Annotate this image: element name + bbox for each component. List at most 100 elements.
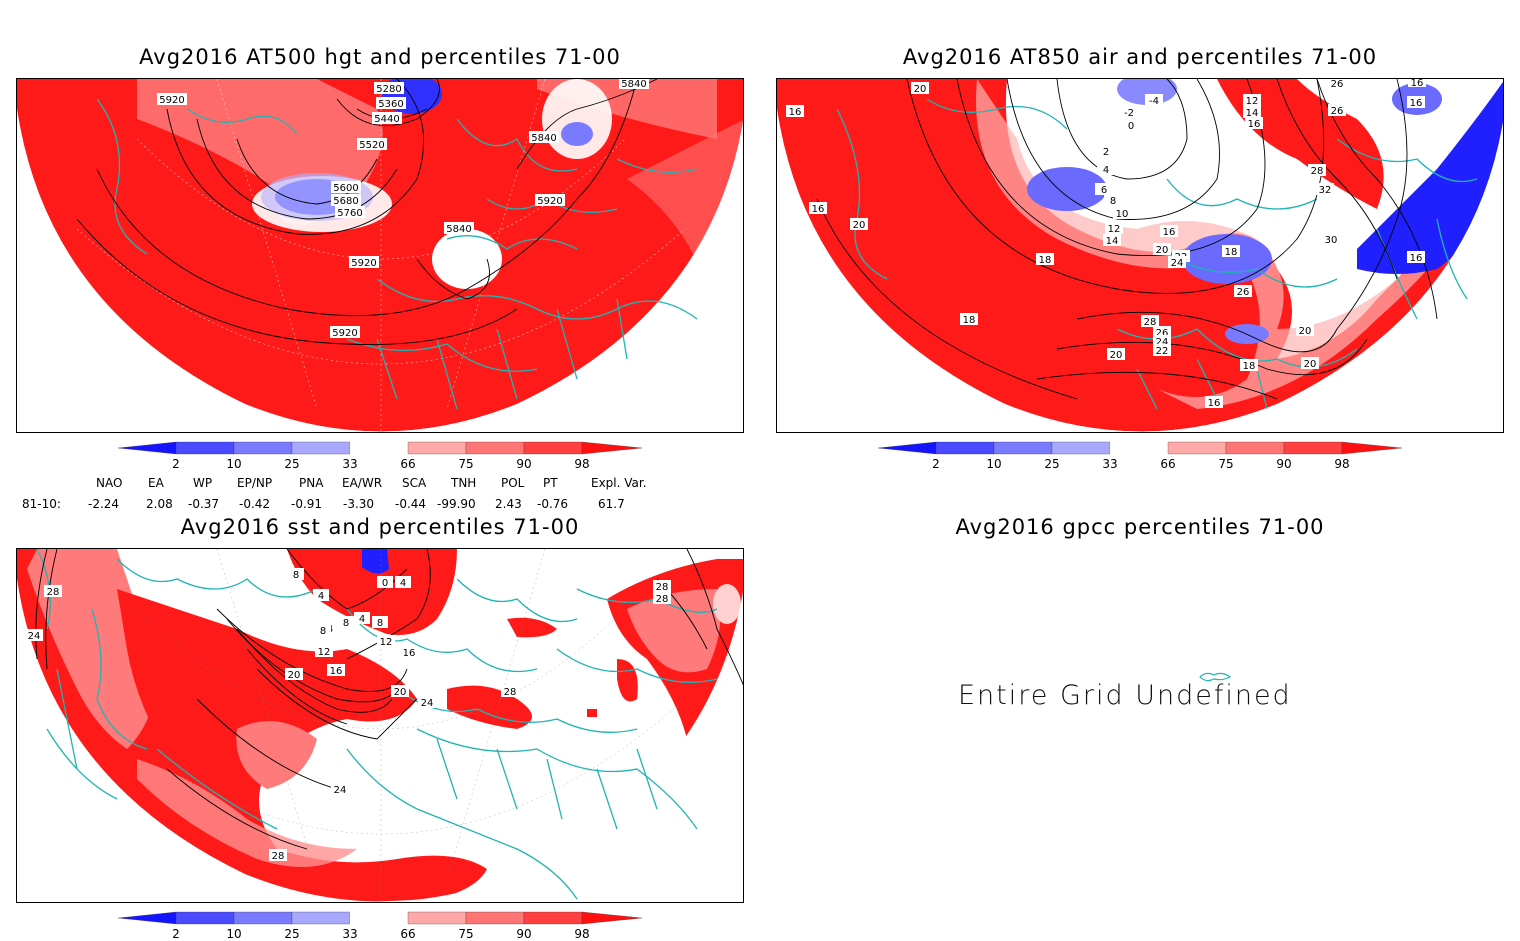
clabel-5920-b: 5920 <box>351 258 376 269</box>
colorbar-segment <box>176 912 234 924</box>
colorbar-hgt: 2 10 25 33 66 75 90 98 <box>118 440 642 474</box>
tiny-coast-mark <box>1196 667 1236 687</box>
idx-row-label: 81-10: <box>22 497 61 511</box>
idx-h-pol: POL <box>501 476 524 490</box>
clabel-20: 20 <box>914 84 927 95</box>
colorbar-label-98: 98 <box>574 457 589 471</box>
clabel-24-sst-b: 24 <box>421 698 434 709</box>
clabel-16-b: 16 <box>812 204 825 215</box>
colorbar-label-33: 33 <box>1102 457 1117 471</box>
colorbar-segment <box>408 912 466 924</box>
colorbar-label-2: 2 <box>172 457 180 471</box>
clabel-16-c: 16 <box>1163 227 1176 238</box>
clabel-28-sst: 28 <box>47 587 60 598</box>
clabel-5840-b: 5840 <box>446 224 471 235</box>
clabel-14: 14 <box>1106 236 1119 247</box>
idx-h-eawr: EA/WR <box>342 476 382 490</box>
idx-v-pt: -0.76 <box>537 497 568 511</box>
clabel-10: 10 <box>1116 209 1129 220</box>
colorbar-segment <box>350 912 408 924</box>
clabel-5920-c: 5920 <box>537 196 562 207</box>
undefined-grid-message: Entire Grid Undefined <box>958 680 1292 711</box>
sst-map-svg: 28 24 8 4 4 0 4 8 8 4 8 12 12 16 16 20 2… <box>17 549 744 903</box>
clabel-5440: 5440 <box>374 114 399 125</box>
clabel-18-d: 18 <box>1243 361 1256 372</box>
colorbar-segment <box>1284 442 1342 454</box>
clabel-20-c: 20 <box>1156 245 1169 256</box>
colorbar-label-2: 2 <box>932 457 940 471</box>
colorbar-segment <box>1342 442 1402 454</box>
colorbar-label-33: 33 <box>342 457 357 471</box>
clabel-20-sst-b: 20 <box>394 687 407 698</box>
colorbar-segment <box>176 442 234 454</box>
idx-v-tnh: -99.90 <box>437 497 476 511</box>
med-red <box>447 686 532 729</box>
clabel-18: 18 <box>1039 255 1052 266</box>
clabel-5920-d: 5920 <box>332 328 357 339</box>
clabel-16-h: 16 <box>1411 79 1424 89</box>
clabel-8-sst-b: 8 <box>343 618 349 629</box>
map-panel-sst: 28 24 8 4 4 0 4 8 8 4 8 12 12 16 16 20 2… <box>16 548 744 903</box>
idx-v-pol: 2.43 <box>495 497 522 511</box>
idx-h-pt: PT <box>543 476 558 490</box>
clabel-24: 24 <box>1171 258 1184 269</box>
clabel-16-d: 16 <box>1208 398 1221 409</box>
clabel-16-e: 16 <box>1410 253 1423 264</box>
clabel-22-b: 22 <box>1156 346 1169 357</box>
colorbar-segment <box>234 442 292 454</box>
colorbar-label-25: 25 <box>284 927 299 941</box>
blue-spot <box>362 549 389 574</box>
clabel-28-sst-c: 28 <box>272 851 285 862</box>
clabel-5680: 5680 <box>333 196 358 207</box>
colorbar-label-90: 90 <box>1276 457 1291 471</box>
clabel-20-d: 20 <box>1110 350 1123 361</box>
idx-v-ea: 2.08 <box>146 497 173 511</box>
idx-h-tnh: TNH <box>451 476 476 490</box>
clabel-5760: 5760 <box>337 208 362 219</box>
colorbar-label-10: 10 <box>986 457 1001 471</box>
idx-v-sca: -0.44 <box>395 497 426 511</box>
clabel-m4: -4 <box>1149 96 1159 107</box>
clabel-20-sst: 20 <box>288 670 301 681</box>
colorbar-segment <box>878 442 936 454</box>
clabel-m2: -2 <box>1124 108 1134 119</box>
colorbar-label-25: 25 <box>1044 457 1059 471</box>
clabel-28-sst-e: 28 <box>656 594 669 605</box>
clabel-18-b: 18 <box>1225 247 1238 258</box>
idx-h-ea: EA <box>148 476 164 490</box>
white-patch-med <box>432 229 502 289</box>
colorbar-segment <box>1226 442 1284 454</box>
colorbar-segment <box>466 912 524 924</box>
map-panel-hgt: 5280 5360 5440 5520 5600 5680 5760 5840 … <box>16 78 744 433</box>
colorbar-air: 2 10 25 33 66 75 90 98 <box>878 440 1402 474</box>
colorbar-segment <box>524 442 582 454</box>
clabel-20-b: 20 <box>853 220 866 231</box>
clabel-16-sst-b: 16 <box>330 666 343 677</box>
blue-patch-north <box>561 122 593 146</box>
colorbar-segment <box>524 912 582 924</box>
clabel-12-sst-b: 12 <box>318 647 331 658</box>
clabel-16-f: 16 <box>1410 98 1423 109</box>
clabel-0-sst: 0 <box>382 578 388 589</box>
clabel-28-b: 28 <box>1311 166 1324 177</box>
clabel-0: 0 <box>1128 121 1134 132</box>
colorbar-segment <box>994 442 1052 454</box>
idx-h-epnp: EP/NP <box>237 476 272 490</box>
colorbar-label-90: 90 <box>516 457 531 471</box>
colorbar-label-2: 2 <box>172 927 180 941</box>
colorbar-label-90: 90 <box>516 927 531 941</box>
colorbar-segment <box>1110 442 1168 454</box>
clabel-16: 16 <box>789 107 802 118</box>
clabel-32: 32 <box>1319 185 1332 196</box>
colorbar-label-75: 75 <box>1218 457 1233 471</box>
clabel-12: 12 <box>1108 224 1121 235</box>
map-panel-air: 20 16 16 20 -4 -2 0 2 4 6 8 10 12 14 16 … <box>776 78 1504 433</box>
clabel-5840: 5840 <box>531 133 556 144</box>
colorbar-segment <box>292 912 350 924</box>
idx-v-pna: -0.91 <box>291 497 322 511</box>
clabel-20-f: 20 <box>1304 359 1317 370</box>
idx-h-explvar: Expl. Var. <box>591 476 647 490</box>
colorbar-segment <box>408 442 466 454</box>
colorbar-segment <box>582 442 642 454</box>
colorbar-segment <box>118 442 176 454</box>
